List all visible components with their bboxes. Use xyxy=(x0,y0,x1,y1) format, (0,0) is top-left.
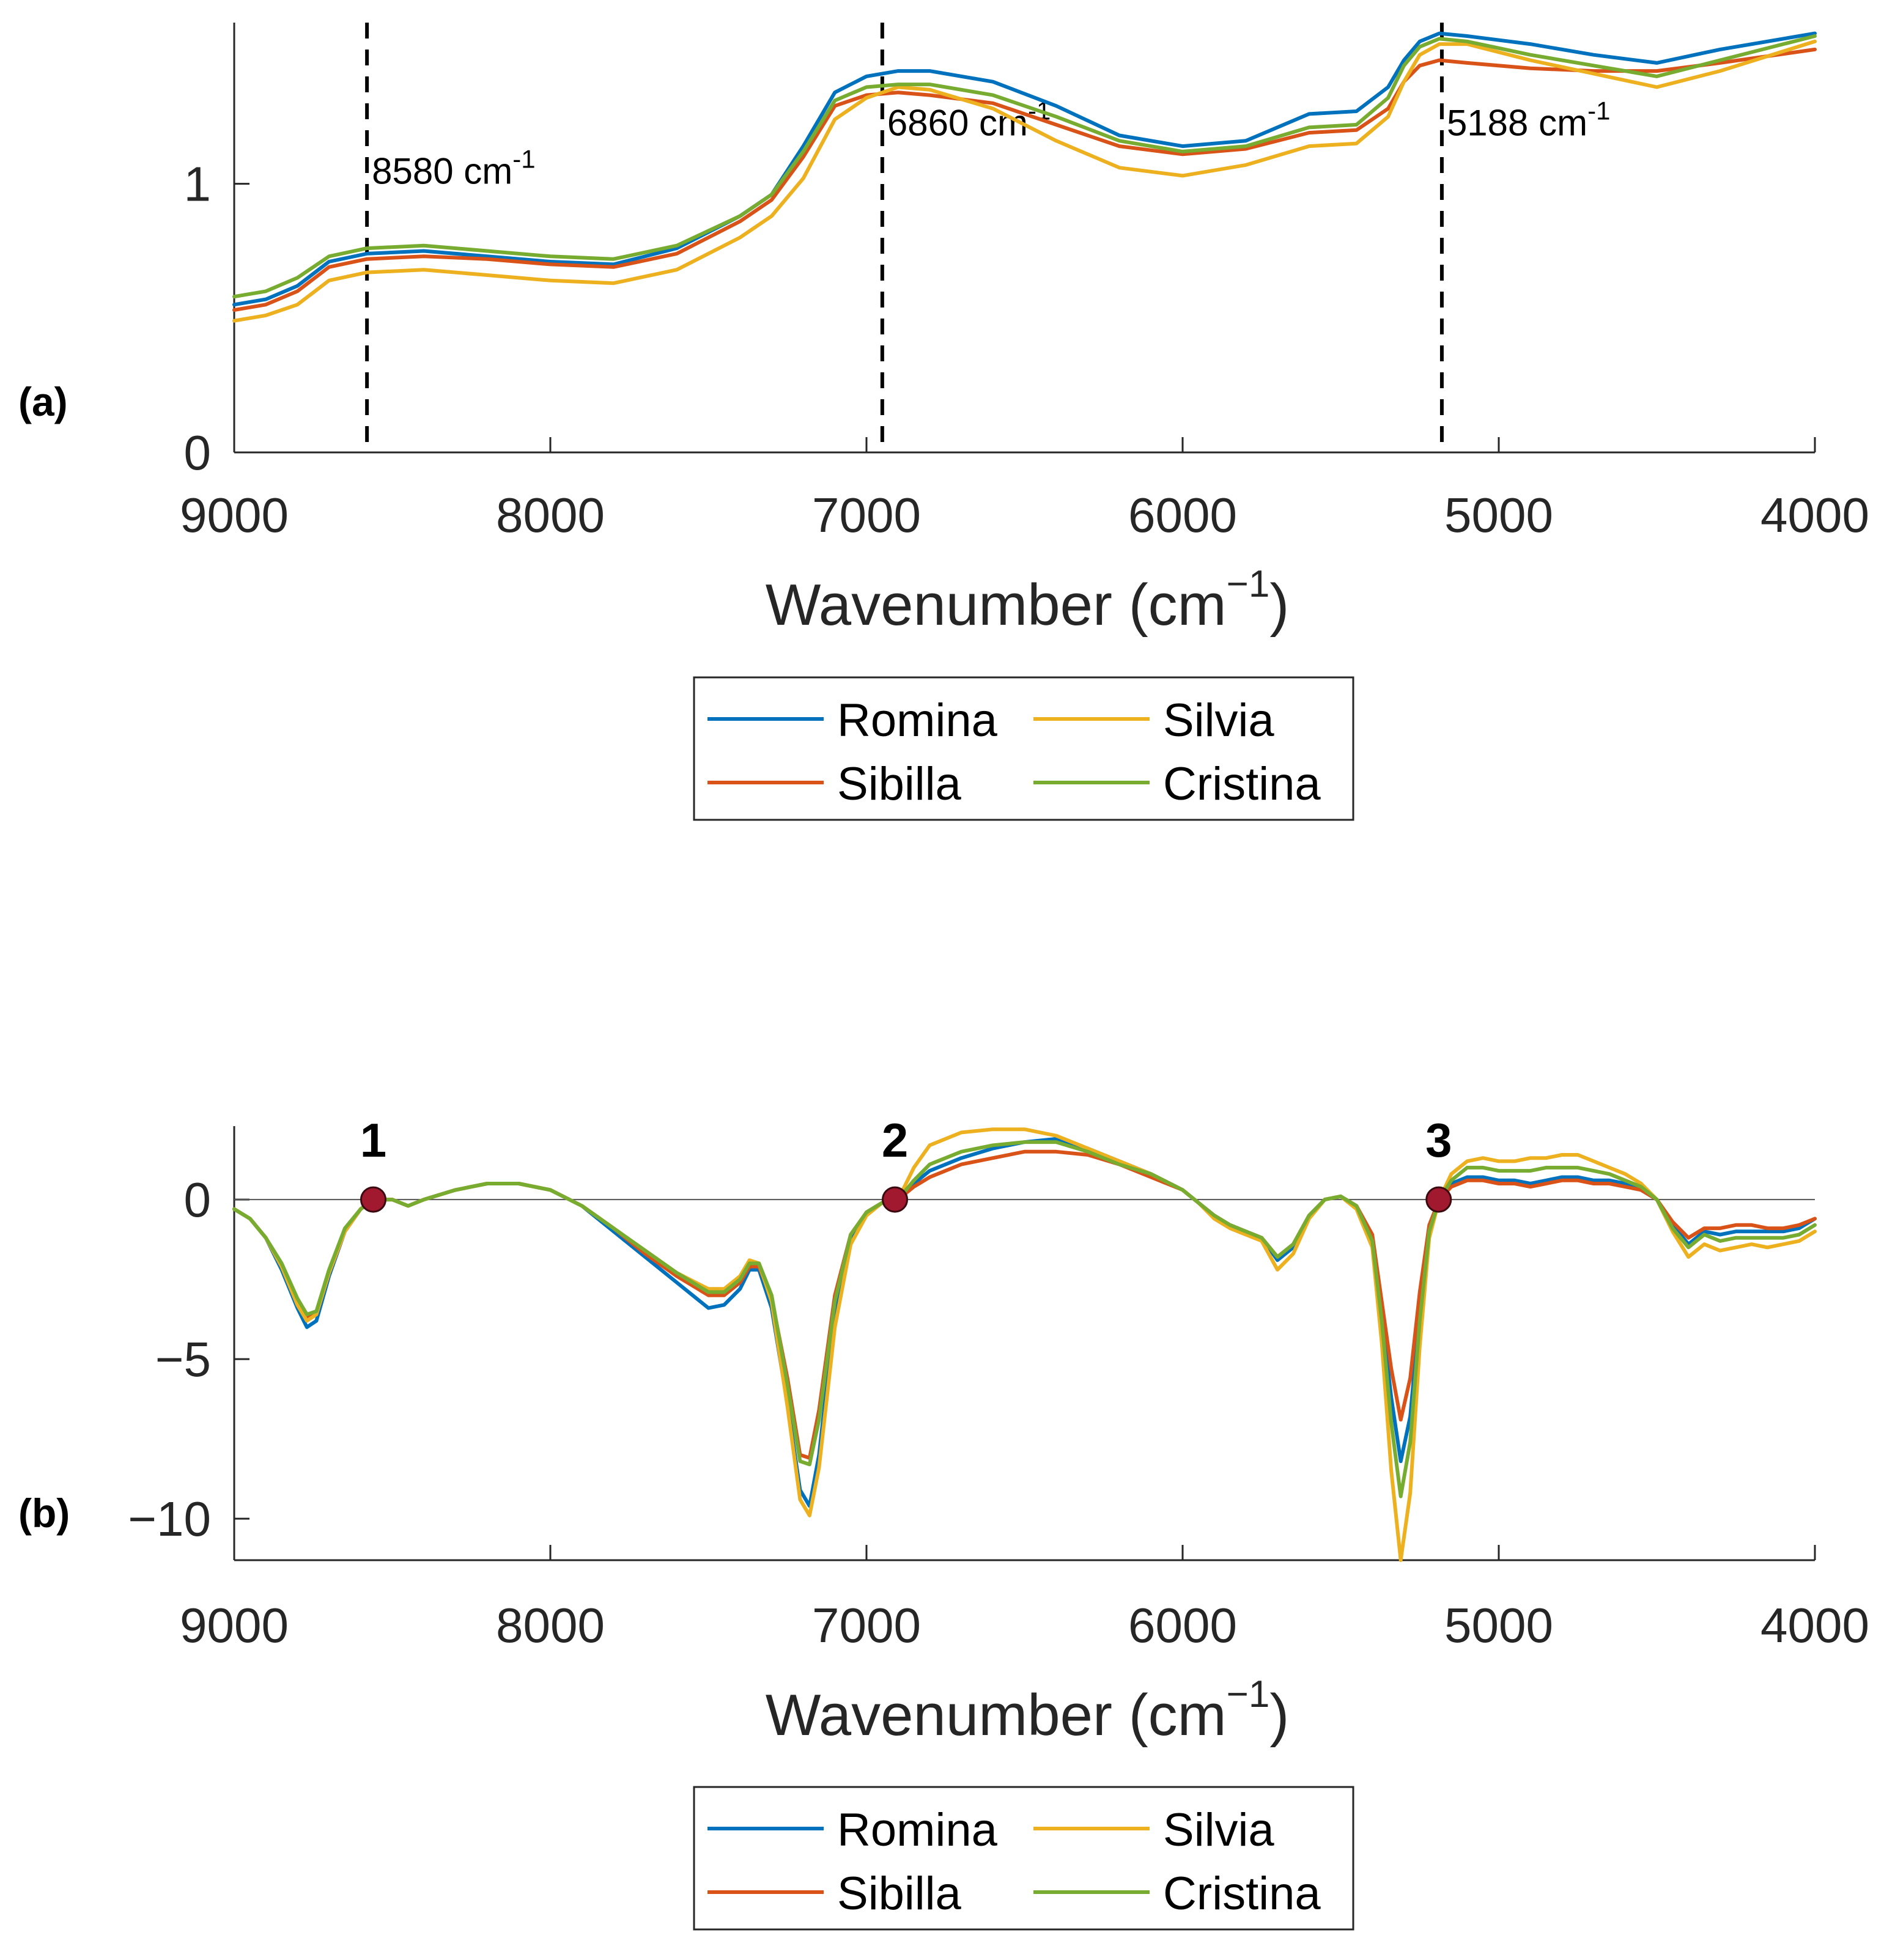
x-tick-label: 8000 xyxy=(496,488,605,542)
point-marker xyxy=(360,1186,386,1213)
point-marker xyxy=(1425,1186,1452,1213)
panel-b-plot: 9000 8000 7000 6000 5000 4000 0 −5 −10 1 2 3 xyxy=(128,1113,1869,1652)
x-tick-label: 7000 xyxy=(812,1598,921,1652)
legend-label-sibilla: Sibilla xyxy=(837,1868,961,1920)
panel-label-b: (b) xyxy=(18,1490,70,1536)
series-line-silvia xyxy=(232,1127,1817,1562)
legend-label-cristina: Cristina xyxy=(1163,758,1321,810)
point-marker-label: 2 xyxy=(882,1113,908,1167)
panel-label-a: (a) xyxy=(18,379,68,424)
y-tick-label: −10 xyxy=(128,1492,211,1546)
panel-b: (b) 9000 8000 7000 6000 5000 4000 0 −5 −10 1 2 3 Wa… xyxy=(18,1113,1869,1931)
x-tick-label: 5000 xyxy=(1444,488,1553,542)
series-line-sibilla xyxy=(232,1149,1817,1460)
panel-b-legend: Romina Silvia Sibilla Cristina xyxy=(693,1786,1354,1931)
annotation-label: 6860 cm-1 xyxy=(887,97,1051,144)
y-tick-label: 0 xyxy=(184,426,212,480)
legend-label-romina: Romina xyxy=(837,694,998,746)
panel-b-x-axis-label: Wavenumber (cm−1) xyxy=(766,1673,1290,1748)
y-tick-label: 0 xyxy=(184,1173,212,1227)
panel-a-legend: Romina Silvia Sibilla Cristina xyxy=(693,676,1354,821)
series-line-cristina xyxy=(232,1140,1817,1498)
y-tick-label: −5 xyxy=(155,1332,211,1387)
series-line-romina xyxy=(232,1137,1817,1508)
x-tick-label: 6000 xyxy=(1128,488,1237,542)
legend-box xyxy=(693,676,1354,821)
annotation-label: 8580 cm-1 xyxy=(372,145,536,192)
x-tick-label: 8000 xyxy=(496,1598,605,1652)
x-tick-label: 9000 xyxy=(180,488,289,542)
legend-label-silvia: Silvia xyxy=(1163,694,1274,746)
legend-label-silvia: Silvia xyxy=(1163,1804,1274,1856)
panel-a-plot: 9000 8000 7000 6000 5000 4000 0 1 8580 cm-1 6860 … xyxy=(180,23,1869,542)
series-line-silvia xyxy=(232,39,1817,323)
legend-label-romina: Romina xyxy=(837,1804,998,1856)
series-line-cristina xyxy=(232,34,1817,299)
point-marker-label: 1 xyxy=(360,1113,386,1167)
panel-a-x-axis-label: Wavenumber (cm−1) xyxy=(766,563,1290,638)
y-tick-label: 1 xyxy=(184,157,212,212)
legend-box xyxy=(693,1786,1354,1931)
panel-a: (a) 9000 8000 7000 6000 5000 4000 0 1 8580 cm-1 6… xyxy=(18,23,1869,821)
legend-label-cristina: Cristina xyxy=(1163,1868,1321,1920)
annotation-label: 5188 cm-1 xyxy=(1447,97,1611,144)
x-tick-label: 4000 xyxy=(1760,1598,1869,1652)
point-marker-label: 3 xyxy=(1425,1113,1452,1167)
series-line-romina xyxy=(232,31,1817,307)
x-tick-label: 4000 xyxy=(1760,488,1869,542)
x-tick-label: 6000 xyxy=(1128,1598,1237,1652)
x-tick-label: 5000 xyxy=(1444,1598,1553,1652)
x-tick-label: 9000 xyxy=(180,1598,289,1652)
x-tick-label: 7000 xyxy=(812,488,921,542)
legend-label-sibilla: Sibilla xyxy=(837,758,961,810)
point-marker xyxy=(882,1186,909,1213)
